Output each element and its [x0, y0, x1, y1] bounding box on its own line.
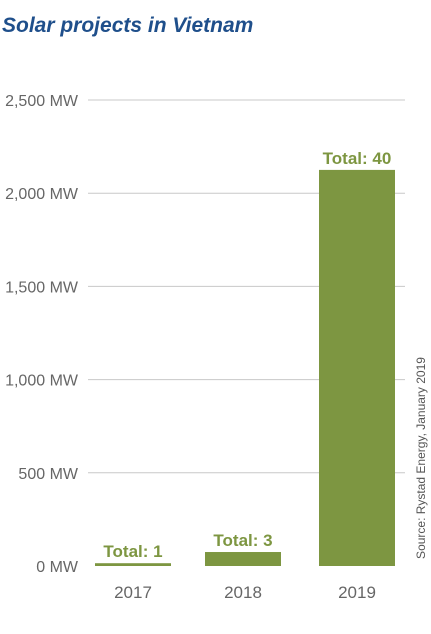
y-tick-label: 500 MW — [18, 466, 78, 483]
x-tick-label: 2017 — [114, 583, 152, 602]
bar-2018 — [205, 552, 281, 566]
y-tick-label: 1,000 MW — [5, 373, 79, 390]
data-label-2017: Total: 1 — [103, 542, 162, 561]
x-tick-label: 2019 — [338, 583, 376, 602]
bar-2017 — [95, 563, 171, 566]
x-axis-category-labels: 2017 2018 2019 — [114, 583, 376, 602]
x-tick-label: 2018 — [224, 583, 262, 602]
bar-2019 — [319, 169, 395, 566]
y-tick-label: 0 MW — [36, 559, 79, 576]
y-tick-label: 2,000 MW — [5, 186, 79, 203]
y-axis-tick-labels: 0 MW 500 MW 1,000 MW 1,500 MW 2,000 MW 2,500 … — [5, 93, 79, 576]
data-labels: Total: 1 Total: 3 Total: 40 — [103, 149, 391, 561]
source-note: Source: Rystad Energy, January 2019 — [414, 357, 428, 559]
y-tick-label: 2,500 MW — [5, 93, 79, 110]
bars — [95, 169, 395, 566]
data-label-2019: Total: 40 — [323, 149, 392, 168]
chart-title: Solar projects in Vietnam — [2, 14, 253, 37]
data-label-2018: Total: 3 — [213, 531, 272, 550]
y-tick-label: 1,500 MW — [5, 279, 79, 296]
